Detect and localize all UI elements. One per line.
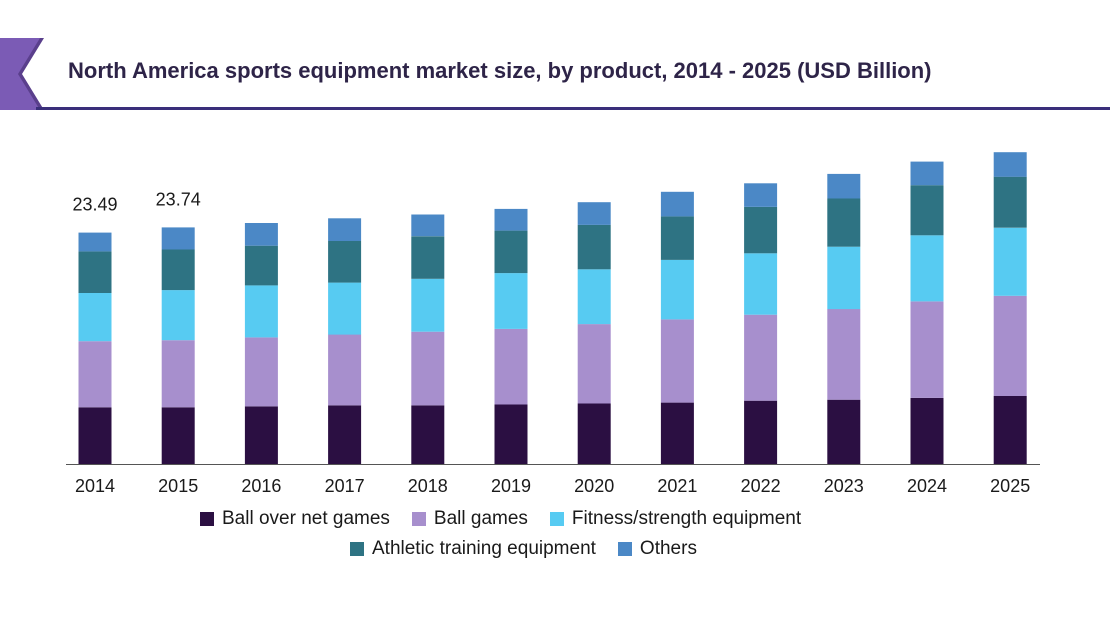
bar-segment [162, 250, 195, 291]
bar-segment [79, 251, 112, 293]
legend-swatch [350, 542, 364, 556]
x-tick-label: 2023 [824, 476, 864, 496]
legend-label: Ball games [434, 508, 528, 530]
bar-segment [744, 207, 777, 253]
bar-segment [578, 324, 611, 403]
legend-row: Ball over net games Ball games Fitness/str… [200, 508, 823, 530]
legend-item: Others [618, 538, 697, 560]
bar-segment [162, 290, 195, 340]
bar-segment [661, 192, 694, 217]
bar-segment [911, 398, 944, 464]
legend-swatch [412, 512, 426, 526]
x-tick-label: 2022 [741, 476, 781, 496]
bar-segment [661, 260, 694, 320]
x-tick-label: 2025 [990, 476, 1030, 496]
bar-segment [994, 296, 1027, 396]
x-tick-label: 2021 [657, 476, 697, 496]
bar-segment [162, 340, 195, 407]
x-tick-labels: 2014 2015 2016 2017 2018 2019 2020 2021 2022 2023… [75, 476, 1030, 496]
legend-label: Ball over net games [222, 508, 390, 530]
bars-layer [79, 152, 1027, 464]
x-tick-label: 2018 [408, 476, 448, 496]
bar-segment [994, 177, 1027, 228]
bar-segment [328, 283, 361, 335]
x-tick-label: 2024 [907, 476, 947, 496]
legend-swatch [200, 512, 214, 526]
bar-segment [827, 309, 860, 400]
bar-segment [827, 400, 860, 464]
bar-segment [911, 302, 944, 398]
bar-segment [661, 216, 694, 260]
x-tick-label: 2020 [574, 476, 614, 496]
bar-segment [744, 253, 777, 314]
bar-segment [245, 285, 278, 337]
bar-segment [827, 199, 860, 247]
bar-segment [79, 341, 112, 407]
bar-segment [328, 335, 361, 406]
bar-segment [827, 174, 860, 199]
bar-segment [911, 185, 944, 235]
x-tick-label: 2014 [75, 476, 115, 496]
bar-segment [744, 183, 777, 207]
bar-segment [911, 235, 944, 301]
bar-segment [79, 293, 112, 341]
x-tick-label: 2017 [325, 476, 365, 496]
legend-row: Athletic training equipment Others [350, 538, 719, 560]
bar-segment [578, 202, 611, 225]
bar-segment [578, 269, 611, 324]
bar-segment [495, 405, 528, 465]
bar-segment [994, 396, 1027, 464]
bar-segment [578, 404, 611, 465]
legend-swatch [618, 542, 632, 556]
legend-item: Fitness/strength equipment [550, 508, 801, 530]
data-label: 23.74 [156, 189, 201, 209]
bar-segment [411, 405, 444, 464]
data-labels: 23.49 23.74 [72, 189, 200, 214]
bar-segment [994, 228, 1027, 296]
x-tick-label: 2015 [158, 476, 198, 496]
bar-segment [162, 227, 195, 249]
bar-segment [827, 247, 860, 309]
legend-label: Fitness/strength equipment [572, 508, 801, 530]
legend-label: Athletic training equipment [372, 538, 596, 560]
bar-segment [245, 406, 278, 464]
stacked-bar-chart: 2014 2015 2016 2017 2018 2019 2020 2021 2022 2023… [0, 0, 1110, 500]
bar-segment [328, 405, 361, 464]
bar-segment [495, 273, 528, 329]
bar-segment [328, 218, 361, 241]
legend-item: Ball over net games [200, 508, 390, 530]
bar-segment [495, 209, 528, 231]
data-label: 23.49 [72, 195, 117, 215]
legend-item: Ball games [412, 508, 528, 530]
bar-segment [245, 223, 278, 246]
bar-segment [495, 231, 528, 274]
x-tick-label: 2016 [241, 476, 281, 496]
bar-segment [411, 279, 444, 332]
legend-label: Others [640, 538, 697, 560]
bar-segment [79, 233, 112, 252]
x-tick-label: 2019 [491, 476, 531, 496]
bar-segment [495, 329, 528, 405]
legend-swatch [550, 512, 564, 526]
bar-segment [79, 407, 112, 464]
bar-segment [411, 332, 444, 406]
bar-segment [411, 236, 444, 278]
bar-segment [162, 407, 195, 464]
bar-segment [328, 241, 361, 283]
bar-segment [661, 403, 694, 464]
bar-segment [245, 337, 278, 406]
bar-segment [245, 246, 278, 286]
bar-segment [744, 315, 777, 401]
bar-segment [661, 319, 694, 402]
bar-segment [911, 162, 944, 186]
bar-segment [744, 401, 777, 464]
bar-segment [578, 225, 611, 269]
bar-segment [411, 215, 444, 237]
bar-segment [994, 152, 1027, 177]
legend-item: Athletic training equipment [350, 538, 596, 560]
